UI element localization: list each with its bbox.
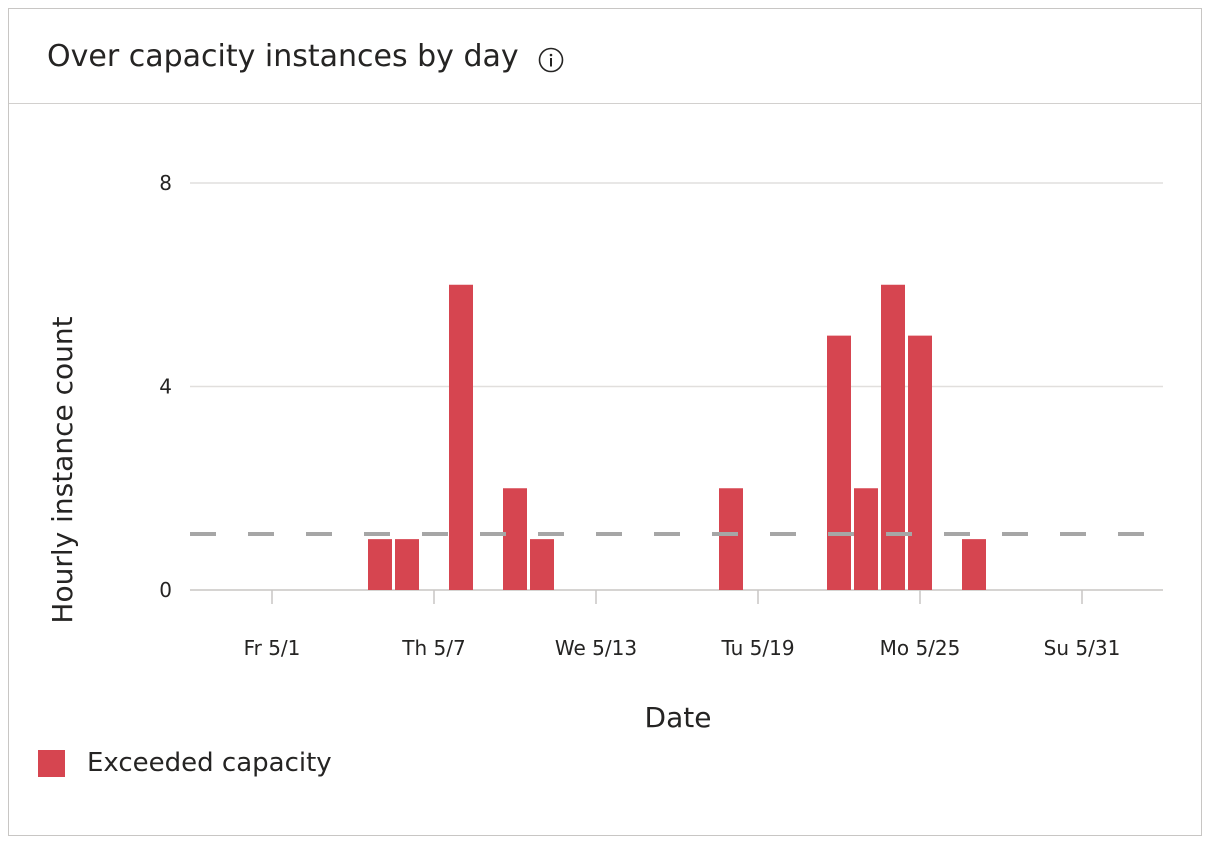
chart-card: Over capacity instances by day [8, 8, 1202, 836]
card-header: Over capacity instances by day [9, 9, 1201, 104]
x-tick-label: Mo 5/25 [880, 636, 961, 660]
bar[interactable] [395, 539, 419, 590]
bar[interactable] [908, 335, 932, 590]
grid-lines [190, 182, 1163, 591]
bar[interactable] [854, 488, 878, 590]
legend-swatch [38, 749, 65, 777]
x-tick-label: Th 5/7 [401, 636, 465, 660]
y-axis-title: Hourly instance count [46, 316, 79, 623]
bars [368, 284, 986, 590]
bar[interactable] [530, 539, 554, 590]
card-title: Over capacity instances by day [47, 39, 519, 74]
legend-label: Exceeded capacity [87, 748, 332, 778]
bar[interactable] [368, 539, 392, 590]
axis-ticks: 0 4 8 Fr 5/1 Th 5/7 We 5/13 Tu 5/19 Mo 5/25 Su 5… [159, 171, 1120, 660]
legend: Exceeded capacity [38, 748, 332, 778]
bar[interactable] [881, 284, 905, 590]
bar[interactable] [962, 539, 986, 590]
x-tick-label: Su 5/31 [1044, 636, 1121, 660]
x-tick-label: We 5/13 [555, 636, 637, 660]
bar[interactable] [449, 284, 473, 590]
y-tick-label: 0 [159, 578, 172, 602]
bar[interactable] [719, 488, 743, 590]
x-tick-label: Tu 5/19 [720, 636, 794, 660]
y-tick-label: 4 [159, 375, 172, 399]
x-axis-title: Date [645, 701, 712, 734]
info-icon[interactable] [538, 47, 564, 73]
bar[interactable] [827, 335, 851, 590]
x-tick-label: Fr 5/1 [244, 636, 301, 660]
bar[interactable] [503, 488, 527, 590]
y-tick-label: 8 [159, 171, 172, 195]
